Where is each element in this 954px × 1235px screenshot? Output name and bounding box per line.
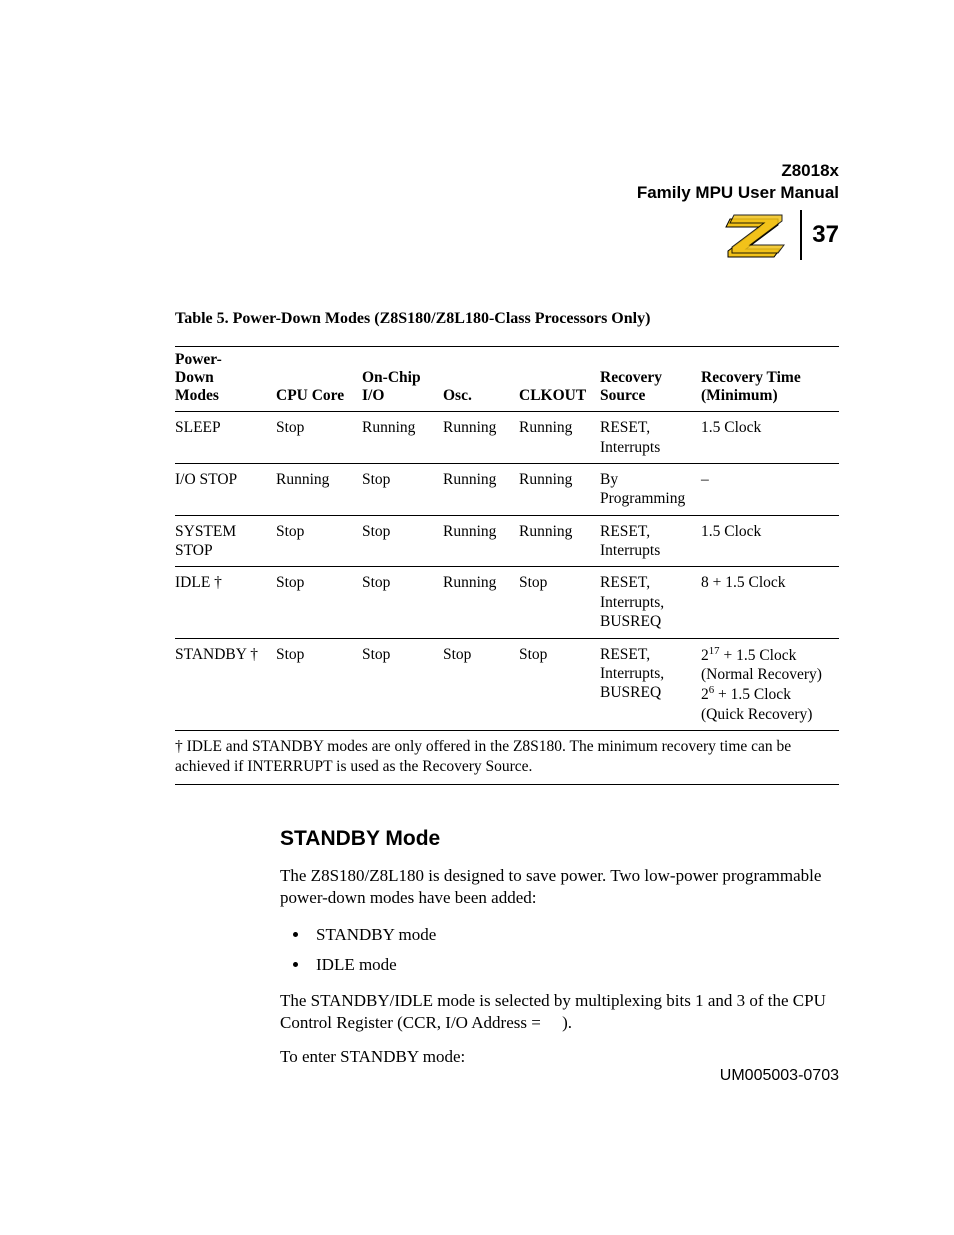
cell-io: Stop <box>362 515 443 567</box>
table-row: IDLE † Stop Stop Running Stop RESET, Int… <box>175 567 839 638</box>
th-clk: CLKOUT <box>519 347 600 412</box>
cell-rec: 1.5 Clock <box>701 515 839 567</box>
th-src: RecoverySource <box>600 347 701 412</box>
section-heading: STANDBY Mode <box>280 827 839 851</box>
page-number: 37 <box>812 221 839 249</box>
cell-rec: – <box>701 463 839 515</box>
cell-src: RESET, Interrupts, BUSREQ <box>600 567 701 638</box>
table-caption: Table 5. Power-Down Modes (Z8S180/Z8L180… <box>175 310 839 328</box>
title-line-2: Family MPU User Manual <box>637 183 839 202</box>
cell-cpu: Stop <box>276 515 362 567</box>
cell-src: RESET, Interrupts <box>600 412 701 464</box>
page-header: Z8018x Family MPU User Manual 37 <box>175 160 839 260</box>
rec-line2-pre: 2 <box>701 687 709 704</box>
cell-osc: Running <box>443 515 519 567</box>
power-down-modes-table: Power-DownModes CPU Core On-ChipI/O Osc.… <box>175 346 839 731</box>
title-line-1: Z8018x <box>781 161 839 180</box>
table-row: I/O STOP Running Stop Running Running By… <box>175 463 839 515</box>
cell-cpu: Running <box>276 463 362 515</box>
cell-osc: Running <box>443 567 519 638</box>
rec-line1-pre: 2 <box>701 647 709 664</box>
table-row: SLEEP Stop Running Running Running RESET… <box>175 412 839 464</box>
para2-b: ). <box>562 1013 572 1032</box>
page: Z8018x Family MPU User Manual 37 Table 5… <box>0 0 954 1235</box>
header-row: 37 <box>175 210 839 260</box>
cell-osc: Running <box>443 412 519 464</box>
cell-cpu: Stop <box>276 412 362 464</box>
cell-io: Stop <box>362 463 443 515</box>
doc-title: Z8018x Family MPU User Manual <box>175 160 839 204</box>
table-header-row: Power-DownModes CPU Core On-ChipI/O Osc.… <box>175 347 839 412</box>
paragraph-2: The STANDBY/IDLE mode is selected by mul… <box>280 990 839 1034</box>
cell-io: Stop <box>362 638 443 731</box>
cell-clk: Running <box>519 515 600 567</box>
rec-line1-post: + 1.5 Clock (Normal Recovery) <box>701 647 822 683</box>
zilog-logo <box>720 210 802 260</box>
paragraph-1: The Z8S180/Z8L180 is designed to save po… <box>280 865 839 909</box>
table-row: SYSTEM STOP Stop Stop Running Running RE… <box>175 515 839 567</box>
cell-src: RESET, Interrupts <box>600 515 701 567</box>
table-row-standby: STANDBY † Stop Stop Stop Stop RESET, Int… <box>175 638 839 731</box>
cell-clk: Running <box>519 412 600 464</box>
document-id: UM005003-0703 <box>720 1067 839 1085</box>
cell-osc: Stop <box>443 638 519 731</box>
cell-rec: 8 + 1.5 Clock <box>701 567 839 638</box>
cell-src: By Programming <box>600 463 701 515</box>
cell-osc: Running <box>443 463 519 515</box>
th-osc: Osc. <box>443 347 519 412</box>
th-mode: Power-DownModes <box>175 347 276 412</box>
cell-src: RESET, Interrupts, BUSREQ <box>600 638 701 731</box>
cell-mode: SYSTEM STOP <box>175 515 276 567</box>
cell-clk: Running <box>519 463 600 515</box>
cell-mode: STANDBY † <box>175 638 276 731</box>
rec-line1-sup: 17 <box>709 645 720 657</box>
cell-clk: Stop <box>519 567 600 638</box>
th-rec: Recovery Time(Minimum) <box>701 347 839 412</box>
z-logo-icon <box>724 211 786 259</box>
cell-cpu: Stop <box>276 638 362 731</box>
cell-rec: 217 + 1.5 Clock (Normal Recovery) 26 + 1… <box>701 638 839 731</box>
cell-io: Running <box>362 412 443 464</box>
cell-mode: SLEEP <box>175 412 276 464</box>
cell-mode: I/O STOP <box>175 463 276 515</box>
bullet-list: STANDBY mode IDLE mode <box>280 921 839 977</box>
cell-mode: IDLE † <box>175 567 276 638</box>
list-item: STANDBY mode <box>310 921 839 948</box>
cell-cpu: Stop <box>276 567 362 638</box>
list-item: IDLE mode <box>310 951 839 978</box>
cell-io: Stop <box>362 567 443 638</box>
table-footnote: † IDLE and STANDBY modes are only offere… <box>175 731 839 785</box>
para2-a: The STANDBY/IDLE mode is selected by mul… <box>280 991 826 1032</box>
rec-line2-post: + 1.5 Clock (Quick Recovery) <box>701 687 812 723</box>
cell-clk: Stop <box>519 638 600 731</box>
paragraph-3: To enter STANDBY mode: <box>280 1046 839 1068</box>
cell-rec: 1.5 Clock <box>701 412 839 464</box>
th-cpu: CPU Core <box>276 347 362 412</box>
th-io: On-ChipI/O <box>362 347 443 412</box>
